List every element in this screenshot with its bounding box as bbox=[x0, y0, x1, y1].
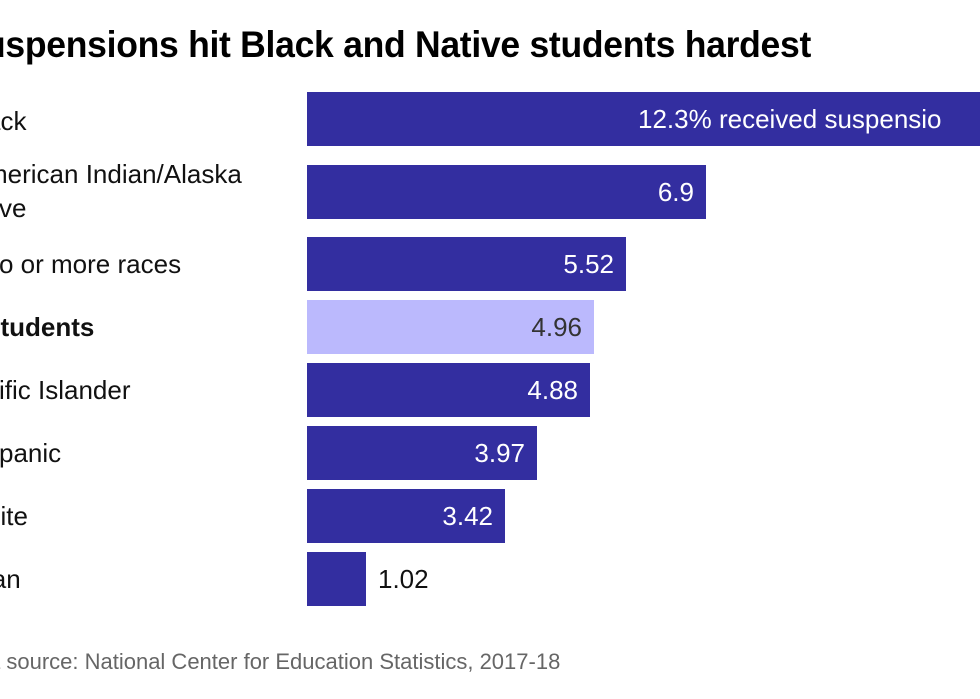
bar-all-students: 4.96 bbox=[307, 300, 594, 354]
bar-two-or-more: 5.52 bbox=[307, 237, 626, 291]
category-label-line2: tive bbox=[0, 193, 27, 223]
category-label: spanic bbox=[0, 438, 62, 468]
chart-title: uspensions hit Black and Native students… bbox=[0, 24, 812, 65]
data-source-note: a source: National Center for Education … bbox=[0, 649, 561, 674]
bar-pacific-islander: 4.88 bbox=[307, 363, 590, 417]
category-label: cific Islander bbox=[0, 375, 131, 405]
bar-value: 3.97 bbox=[474, 438, 525, 468]
bar-value: 6.9 bbox=[657, 177, 694, 207]
bar-value: 5.52 bbox=[563, 249, 614, 279]
category-label: students bbox=[0, 312, 95, 342]
category-label: ian bbox=[0, 564, 21, 594]
category-label: merican Indian/Alaska tive bbox=[0, 157, 306, 225]
bar-value: 4.88 bbox=[527, 375, 578, 405]
bar-asian: 1.02 bbox=[307, 552, 429, 606]
category-label: ack bbox=[0, 106, 27, 136]
bar-value: 1.02 bbox=[378, 564, 429, 594]
bar-value: 12.3% received suspensio bbox=[638, 104, 942, 134]
category-label: nite bbox=[0, 501, 28, 531]
bar-hispanic: 3.97 bbox=[307, 426, 537, 480]
bar-black: 12.3% received suspensio bbox=[307, 92, 980, 146]
bar-american-indian: 6.9 bbox=[307, 165, 706, 219]
bar-value: 3.42 bbox=[442, 501, 493, 531]
bar-value: 4.96 bbox=[531, 312, 582, 342]
bar-white: 3.42 bbox=[307, 489, 505, 543]
category-label: vo or more races bbox=[0, 249, 182, 279]
category-label-line1: merican Indian/Alaska bbox=[0, 159, 242, 189]
